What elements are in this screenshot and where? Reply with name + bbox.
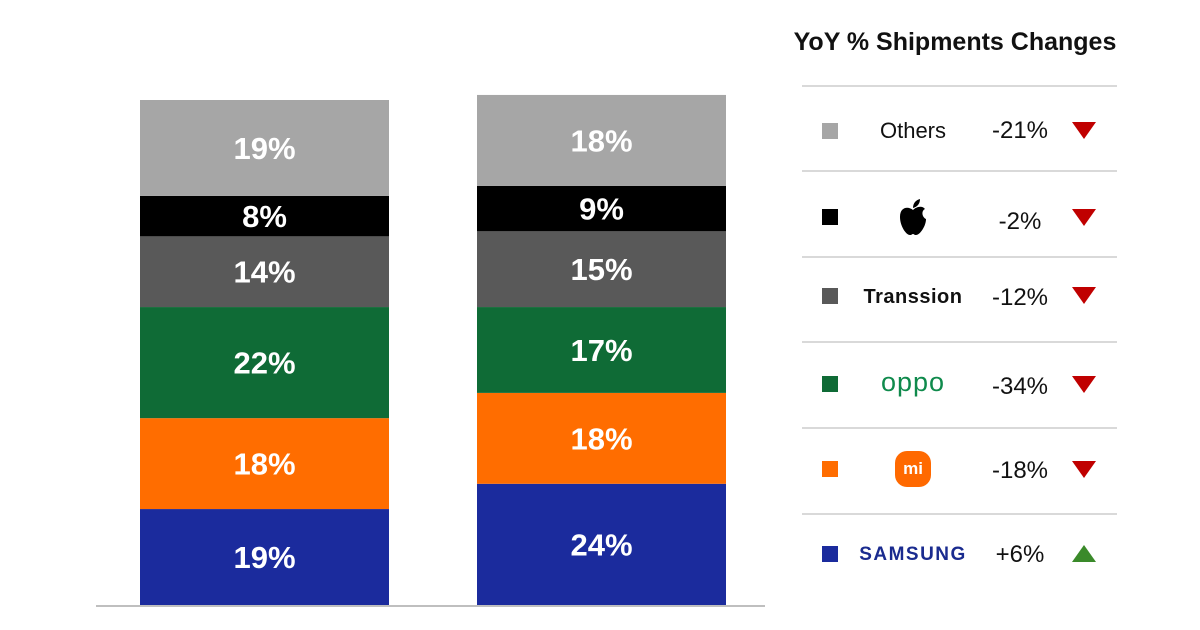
data-label-transsion-1: 14%: [233, 255, 295, 290]
legend-yoy-others: -21%: [991, 117, 1049, 144]
xiaomi-logo: mi: [895, 451, 931, 487]
legend-yoy-transsion: -12%: [991, 284, 1049, 311]
bar-segment-others-1: [140, 100, 389, 196]
legend-divider: [802, 513, 1117, 515]
legend-divider: [802, 170, 1117, 172]
down-arrow-icon: [1072, 287, 1096, 304]
down-arrow-icon: [1072, 461, 1096, 478]
legend-brand-oppo: oppo: [848, 362, 978, 402]
legend-swatch-xiaomi: [822, 461, 838, 477]
bar-segment-oppo-2: [477, 307, 726, 393]
legend-swatch-apple: [822, 209, 838, 225]
legend-swatch-others: [822, 123, 838, 139]
data-label-samsung-2: 24%: [570, 527, 632, 562]
legend-brand-xiaomi: mi: [848, 449, 978, 489]
brand-label-others: Others: [879, 118, 947, 143]
samsung-logo: SAMSUNG: [859, 544, 967, 565]
legend-title: YoY % Shipments Changes: [793, 28, 1117, 56]
down-arrow-icon: [1072, 376, 1096, 393]
legend-brand-others: Others: [848, 111, 978, 151]
bar-segment-transsion-1: [140, 236, 389, 308]
data-label-apple-2: 9%: [579, 192, 624, 227]
bar-segment-apple-2: [477, 185, 726, 232]
bar-segment-samsung-2: [477, 483, 726, 605]
bar-segment-xiaomi-2: [477, 392, 726, 484]
bar-segment-others-2: [477, 94, 726, 186]
data-label-others-1: 19%: [233, 131, 295, 166]
data-label-oppo-1: 22%: [233, 346, 295, 381]
legend-yoy-samsung: +6%: [995, 541, 1045, 568]
bar-segment-oppo-1: [140, 307, 389, 419]
legend-brand-transsion: Transsion: [848, 277, 978, 317]
legend-brand-apple: [848, 197, 978, 237]
legend-swatch-transsion: [822, 288, 838, 304]
data-label-samsung-1: 19%: [233, 540, 295, 575]
data-label-xiaomi-1: 18%: [233, 447, 295, 482]
down-arrow-icon: [1072, 122, 1096, 139]
data-label-apple-1: 8%: [242, 199, 287, 234]
legend-swatch-samsung: [822, 546, 838, 562]
brand-label-transsion: Transsion: [863, 285, 963, 308]
down-arrow-icon: [1072, 209, 1096, 226]
legend-yoy-oppo: -34%: [991, 373, 1049, 400]
data-label-xiaomi-2: 18%: [570, 421, 632, 456]
legend-divider: [802, 85, 1117, 87]
legend-divider: [802, 427, 1117, 429]
legend-divider: [802, 341, 1117, 343]
legend-yoy-xiaomi: -18%: [991, 457, 1049, 484]
bar-segment-samsung-1: [140, 509, 389, 605]
bar-segment-apple-1: [140, 195, 389, 237]
legend-swatch-oppo: [822, 376, 838, 392]
oppo-logo: oppo: [880, 366, 946, 397]
legend-yoy-apple: -2%: [998, 208, 1042, 235]
data-label-transsion-2: 15%: [570, 252, 632, 287]
bar-segment-xiaomi-1: [140, 418, 389, 510]
up-arrow-icon: [1072, 545, 1096, 562]
bar-segment-transsion-2: [477, 231, 726, 308]
data-label-oppo-2: 17%: [570, 333, 632, 368]
data-label-others-2: 18%: [570, 123, 632, 158]
legend-brand-samsung: SAMSUNG: [848, 535, 978, 575]
stacked-bar-chart: 19% 18% 22% 14% 8% 19% 24% 18% 17% 15% 9% 18%: [96, 94, 765, 607]
apple-logo-icon: [900, 199, 926, 235]
legend-divider: [802, 256, 1117, 258]
